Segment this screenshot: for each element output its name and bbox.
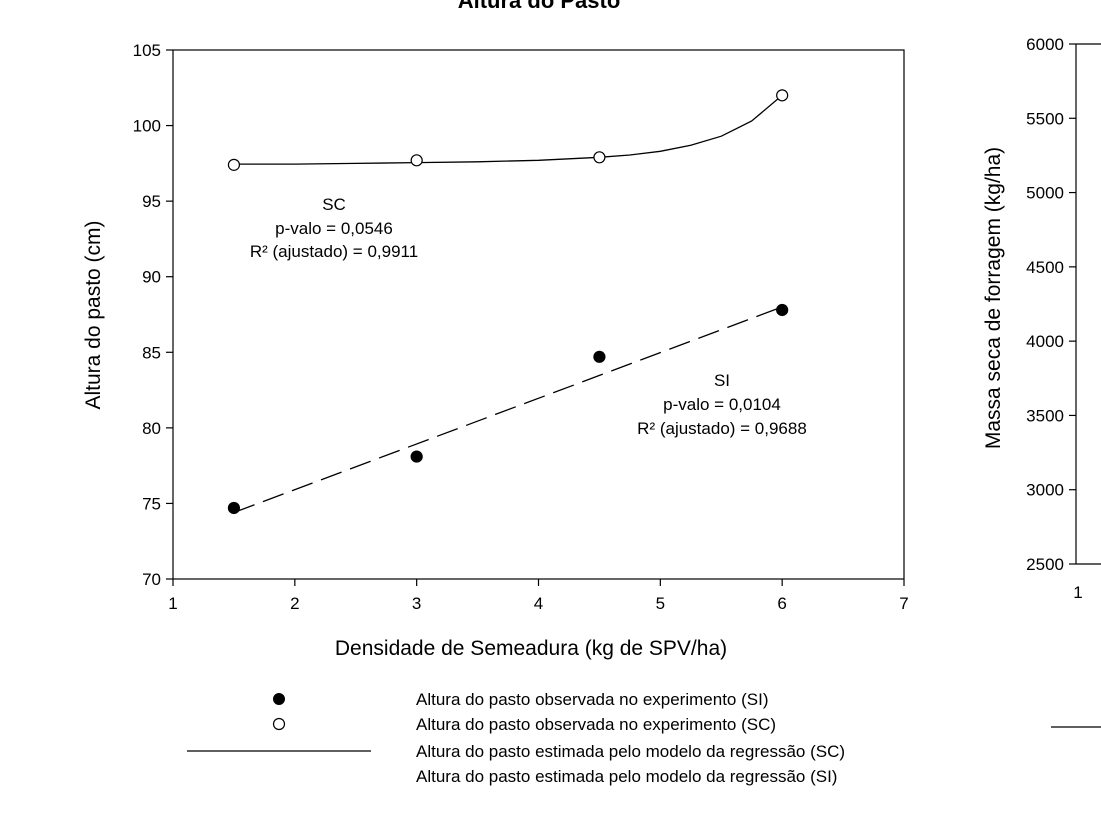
point-si xyxy=(410,450,423,463)
massa-chart: 2500 3000 3500 4000 4500 5000 5500 6000 1 Massa… xyxy=(982,35,1101,728)
y-tick-label: 95 xyxy=(142,192,161,211)
point-sc xyxy=(776,89,789,102)
annotation-si-pvalue: p-valo = 0,0104 xyxy=(663,395,781,414)
y-tick-label-right-chart: 3500 xyxy=(1026,406,1064,425)
annotation-sc-pvalue: p-valo = 0,0546 xyxy=(275,219,393,238)
annotation-si-label: SI xyxy=(714,371,730,390)
y-tick-label: 70 xyxy=(142,570,161,589)
point-sc xyxy=(227,158,241,171)
y-tick-label-right-chart: 5500 xyxy=(1026,109,1064,128)
y-tick-label-right-chart: 4000 xyxy=(1026,332,1064,351)
fit-line-sc xyxy=(233,94,783,165)
y-tick-label: 80 xyxy=(142,419,161,438)
altura-chart: Altura do Pasto 1 2 3 4 5 6 7 70 75 80 85 90 95 100 1… xyxy=(82,0,909,786)
point-si xyxy=(227,501,241,515)
point-si xyxy=(776,303,789,317)
y-tick-label: 105 xyxy=(133,41,161,60)
regression-lines xyxy=(233,94,783,514)
annotation-si-r2: R² (ajustado) = 0,9688 xyxy=(637,419,807,438)
y-tick-label: 85 xyxy=(142,343,161,362)
fit-line-si xyxy=(233,306,783,514)
y-tick-label-right-chart: 6000 xyxy=(1026,35,1064,54)
point-si xyxy=(593,350,606,363)
annotation-sc-r2: R² (ajustado) = 0,9911 xyxy=(250,242,418,261)
plot-frame xyxy=(172,49,905,580)
y-tick-label: 75 xyxy=(142,494,161,513)
data-points xyxy=(227,89,789,515)
x-tick-label: 2 xyxy=(290,594,299,613)
point-sc xyxy=(593,151,606,164)
x-axis-label: Densidade de Semeadura (kg de SPV/ha) xyxy=(335,637,727,660)
x-tick-label: 5 xyxy=(656,594,665,613)
x-tick-label: 3 xyxy=(412,594,421,613)
x-tick-label: 4 xyxy=(534,594,543,613)
y-tick-label: 100 xyxy=(133,117,161,136)
legend-entry-sc-estimated: Altura do pasto estimada pelo modelo da … xyxy=(416,742,845,761)
legend-marker-sc-observed xyxy=(272,717,286,731)
x-tick-label: 7 xyxy=(899,594,908,613)
legend-entry-sc-observed: Altura do pasto observada no experimento… xyxy=(416,715,776,734)
y-axis-label: Altura do pasto (cm) xyxy=(82,220,105,409)
y-axis: 70 75 80 85 90 95 100 105 xyxy=(133,41,173,589)
y-tick-label-right-chart: 5000 xyxy=(1026,184,1064,203)
y-tick-label-right-chart: 2500 xyxy=(1026,555,1064,574)
y-tick-label-right-chart: 3000 xyxy=(1026,481,1064,500)
legend-entry-si-estimated: Altura do pasto estimada pelo modelo da … xyxy=(416,767,837,786)
legend: Altura do pasto observada no experimento… xyxy=(187,690,845,786)
x-tick-label-right-chart: 1 xyxy=(1073,583,1082,602)
x-axis-right-chart: 1 xyxy=(1073,583,1082,602)
annotation-sc: SC p-valo = 0,0546 R² (ajustado) = 0,991… xyxy=(250,195,418,261)
x-tick-label: 6 xyxy=(777,594,786,613)
x-axis: 1 2 3 4 5 6 7 xyxy=(168,579,909,613)
y-tick-label-right-chart: 4500 xyxy=(1026,258,1064,277)
legend-marker-si-observed xyxy=(273,693,285,705)
x-tick-label: 1 xyxy=(168,594,177,613)
point-sc xyxy=(410,154,423,167)
annotation-sc-label: SC xyxy=(322,195,346,214)
y-axis-label-right-chart: Massa seca de forragem (kg/ha) xyxy=(982,147,1005,449)
y-axis-right-chart: 2500 3000 3500 4000 4500 5000 5500 6000 xyxy=(1026,35,1076,574)
chart-title: Altura do Pasto xyxy=(458,0,621,13)
legend-entry-si-observed: Altura do pasto observada no experimento… xyxy=(416,690,768,709)
y-tick-label: 90 xyxy=(142,268,161,287)
annotation-si: SI p-valo = 0,0104 R² (ajustado) = 0,968… xyxy=(637,371,807,438)
